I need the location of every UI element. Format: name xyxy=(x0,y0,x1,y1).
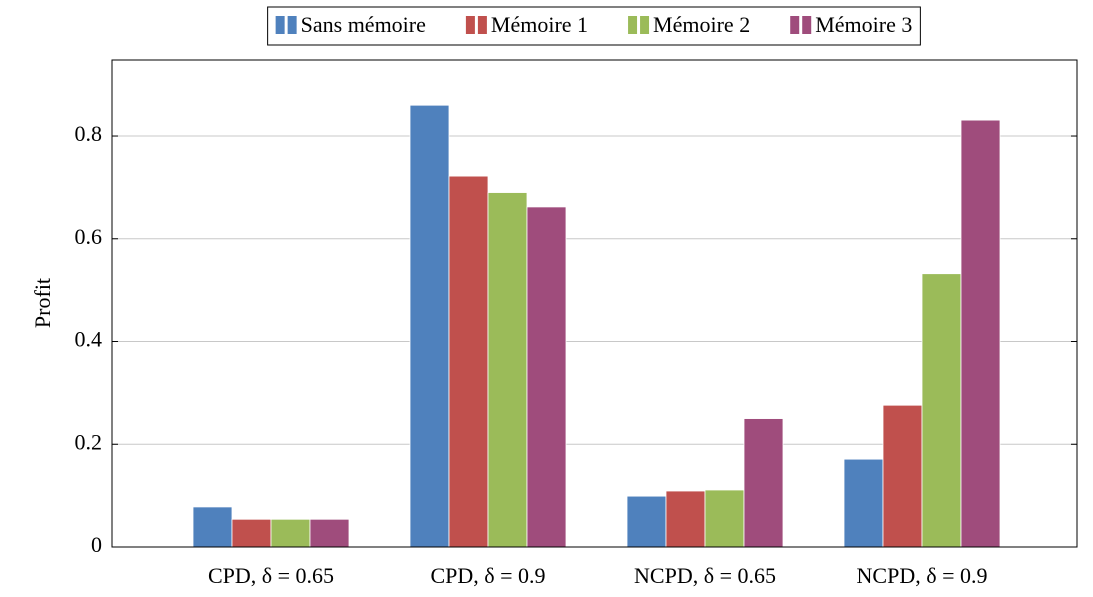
bar xyxy=(448,175,489,548)
bar xyxy=(743,418,784,548)
legend-swatch xyxy=(287,16,297,34)
x-tick-label: NCPD, δ = 0.65 xyxy=(634,563,776,588)
bar xyxy=(665,490,706,548)
y-tick-label: 0.2 xyxy=(75,429,103,454)
bar xyxy=(626,495,667,548)
legend-swatch xyxy=(275,16,285,34)
legend-swatch xyxy=(628,16,638,34)
plot-frame xyxy=(111,59,1078,548)
legend-box xyxy=(267,6,921,46)
x-tick-label: CPD, δ = 0.65 xyxy=(208,563,334,588)
legend-label: Mémoire 1 xyxy=(491,12,588,37)
y-axis-label: Profit xyxy=(30,278,55,328)
legend-swatch xyxy=(802,16,812,34)
bar xyxy=(409,104,450,548)
y-tick-label: 0.6 xyxy=(75,224,103,249)
legend-label: Mémoire 3 xyxy=(815,12,912,37)
legend-swatch xyxy=(790,16,800,34)
bar xyxy=(270,518,311,548)
bar xyxy=(526,206,567,548)
bar xyxy=(487,192,528,548)
bar xyxy=(192,506,233,548)
bar xyxy=(309,518,350,548)
x-tick-label: CPD, δ = 0.9 xyxy=(430,563,545,588)
bar xyxy=(704,489,745,548)
y-tick-label: 0 xyxy=(91,532,102,557)
y-tick-label: 0.4 xyxy=(75,327,103,352)
legend-label: Sans mémoire xyxy=(301,12,426,37)
x-tick-label: NCPD, δ = 0.9 xyxy=(857,563,988,588)
legend-swatch xyxy=(640,16,650,34)
legend: Sans mémoire Mémoire 1 Mémoire 2 Mémoire 3 xyxy=(267,6,921,46)
bar xyxy=(231,518,272,548)
legend-swatch xyxy=(465,16,475,34)
legend-swatch xyxy=(477,16,487,34)
y-tick-label: 0.8 xyxy=(75,121,103,146)
bar xyxy=(960,119,1001,548)
bar xyxy=(921,273,962,548)
legend-label: Mémoire 2 xyxy=(653,12,750,37)
bar xyxy=(882,404,923,548)
bar xyxy=(843,458,884,548)
